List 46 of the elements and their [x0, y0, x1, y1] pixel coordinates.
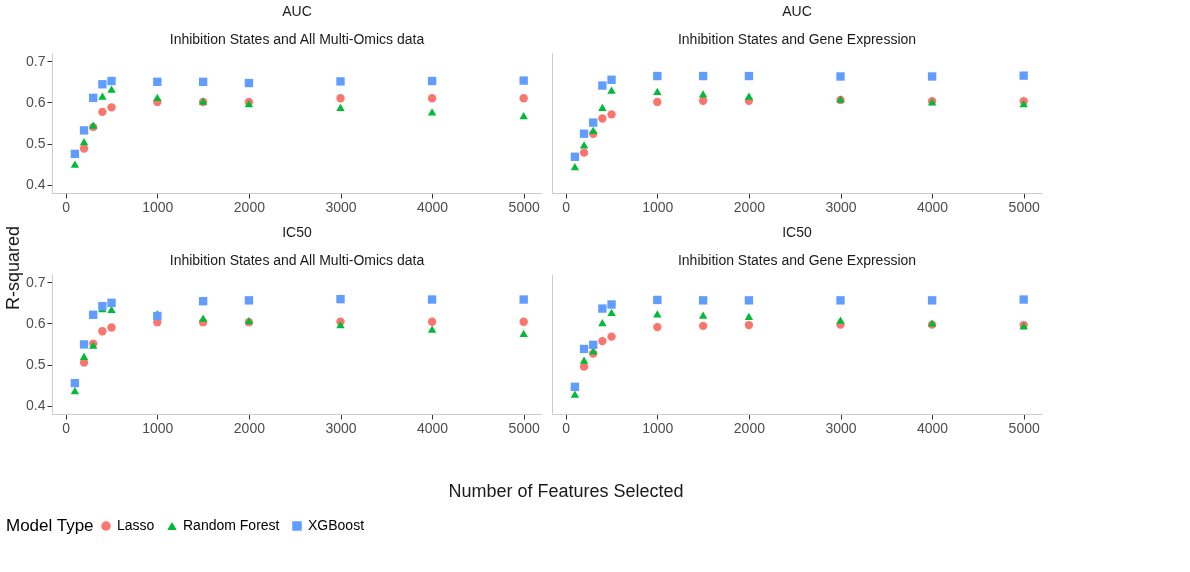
y-axis-title: R-squared: [3, 225, 23, 311]
y-tick-label: 0.6: [26, 93, 46, 110]
x-tick-label: 4000: [917, 419, 949, 436]
x-tick-label: 4000: [417, 419, 449, 436]
x-tick-label: 3000: [325, 198, 357, 215]
x-tick-label: 2000: [733, 198, 766, 215]
x-tick-label: 0: [62, 198, 71, 215]
x-tick-label: 1000: [142, 419, 174, 436]
chart-title: IC50: [282, 224, 312, 240]
x-tick-label: 2000: [233, 198, 266, 215]
x-tick-label: 1000: [142, 198, 174, 215]
x-tick-label: 0: [62, 419, 71, 436]
y-tick-label: 0.7: [26, 52, 46, 69]
y-tick-label: 0.4: [26, 176, 46, 193]
x-tick-label: 4000: [417, 198, 449, 215]
y-tick-label: 0.4: [26, 397, 46, 414]
x-tick-label: 5000: [508, 198, 540, 215]
legend-label: Random Forest: [183, 517, 280, 533]
x-tick-label: 3000: [825, 198, 857, 215]
x-tick-label: 5000: [508, 419, 540, 436]
x-tick-label: 0: [562, 419, 571, 436]
x-axis-title: Number of Features Selected: [448, 481, 684, 501]
x-tick-label: 2000: [233, 419, 266, 436]
chart-title: AUC: [782, 3, 812, 19]
chart-title: AUC: [282, 3, 312, 19]
x-tick-label: 3000: [825, 419, 857, 436]
chart-subtitle: Inhibition States and All Multi-Omics data: [169, 31, 425, 47]
x-tick-label: 5000: [1008, 419, 1040, 436]
chart-title: IC50: [782, 224, 812, 240]
x-tick-label: 4000: [917, 198, 949, 215]
y-tick-label: 0.5: [26, 356, 46, 373]
x-tick-label: 5000: [1008, 198, 1040, 215]
y-tick-label: 0.5: [26, 135, 46, 152]
legend-label: Lasso: [117, 517, 155, 533]
x-tick-label: 3000: [325, 419, 357, 436]
chart-subtitle: Inhibition States and Gene Expression: [677, 31, 917, 47]
x-tick-label: 1000: [642, 198, 674, 215]
y-tick-label: 0.7: [26, 273, 46, 290]
legend-title: Model Type: [6, 516, 94, 535]
chart-subtitle: Inhibition States and All Multi-Omics data: [169, 252, 425, 268]
legend-label: XGBoost: [308, 517, 365, 533]
x-tick-label: 0: [562, 198, 571, 215]
chart-subtitle: Inhibition States and Gene Expression: [677, 252, 917, 268]
x-tick-label: 2000: [733, 419, 766, 436]
x-tick-label: 1000: [642, 419, 674, 436]
y-tick-label: 0.6: [26, 314, 46, 331]
